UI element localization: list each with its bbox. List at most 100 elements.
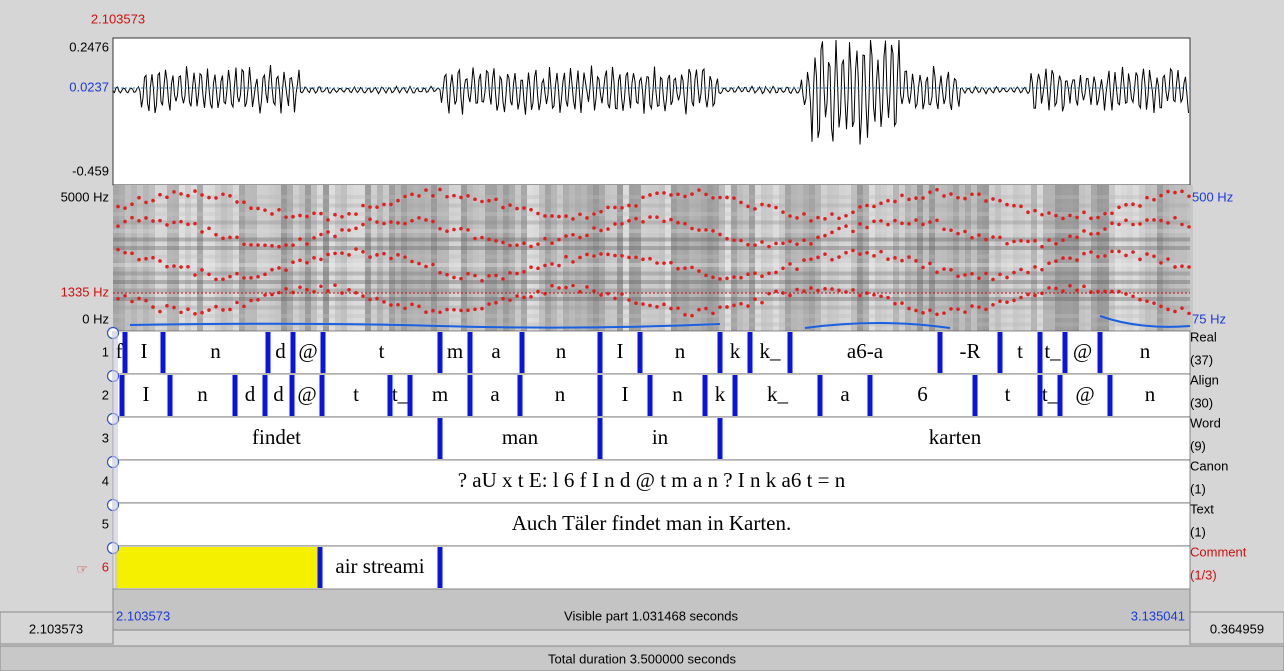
- interval-label[interactable]: n: [197, 382, 208, 406]
- spectro-band: [227, 185, 233, 331]
- tier-row[interactable]: [112, 459, 1191, 504]
- interval-label[interactable]: I: [143, 382, 150, 406]
- interval-label[interactable]: a6-a: [847, 339, 884, 363]
- interval-label[interactable]: @: [297, 382, 316, 406]
- interval-label[interactable]: air streami: [335, 554, 424, 578]
- interval-label[interactable]: t_: [392, 382, 409, 406]
- spectro-band: [881, 185, 887, 331]
- spectro-band: [995, 185, 1001, 331]
- spectro-band: [1115, 185, 1121, 331]
- interval-label[interactable]: in: [652, 425, 669, 449]
- interval-label[interactable]: k: [715, 382, 726, 406]
- spectro-band: [449, 185, 455, 331]
- interval-label[interactable]: n: [1140, 339, 1151, 363]
- formant-dot: [1110, 221, 1114, 226]
- formant-dot: [886, 295, 890, 300]
- formant-dot: [970, 304, 974, 308]
- interval-label[interactable]: I: [617, 339, 624, 363]
- spectro-band: [497, 185, 503, 331]
- formant-dot: [816, 288, 820, 293]
- formant-dot: [242, 242, 246, 247]
- formant-dot: [123, 250, 127, 255]
- spectro-band: [161, 185, 167, 331]
- formant-dot: [1096, 231, 1100, 236]
- interval-label[interactable]: k_: [767, 382, 789, 406]
- formant-dot: [1082, 251, 1086, 256]
- spectro-band: [557, 185, 563, 331]
- interval-label[interactable]: a: [490, 382, 500, 406]
- interval-label[interactable]: 6: [917, 382, 928, 406]
- formant-dot: [585, 216, 589, 220]
- interval-label[interactable]: I: [141, 339, 148, 363]
- formant-dot: [410, 192, 414, 197]
- formant-dot: [550, 283, 554, 288]
- total-bar[interactable]: [0, 645, 1284, 671]
- left-box[interactable]: [0, 611, 114, 645]
- interval-label[interactable]: man: [502, 425, 539, 449]
- formant-dot: [774, 205, 778, 210]
- visible-bar[interactable]: [112, 588, 1191, 631]
- interval-label[interactable]: f: [116, 339, 123, 363]
- boundary: [119, 375, 125, 416]
- interval-label[interactable]: m: [432, 382, 448, 406]
- interval-label[interactable]: -R: [960, 339, 981, 363]
- spectro-band: [983, 185, 989, 331]
- spectro-band: [1163, 185, 1169, 331]
- formant-dot: [1117, 205, 1121, 210]
- interval-label[interactable]: k_: [760, 339, 782, 363]
- interval-label[interactable]: karten: [929, 425, 982, 449]
- formant-dot: [1033, 293, 1037, 298]
- formant-dot: [774, 289, 778, 294]
- interval-label[interactable]: findet: [252, 425, 301, 449]
- interval-label[interactable]: n: [675, 339, 686, 363]
- spectro-band: [911, 185, 917, 331]
- spectro-band: [887, 185, 893, 331]
- interval-label[interactable]: t_: [1042, 382, 1059, 406]
- formant-dot: [263, 243, 267, 248]
- formant-dot: [235, 200, 239, 204]
- interval-label[interactable]: n: [210, 339, 221, 363]
- formant-dot: [984, 271, 988, 276]
- interval-label[interactable]: @: [1075, 382, 1094, 406]
- interval-label[interactable]: ? aU x t E: l 6 f I n d @ t m a n ? I n …: [458, 468, 846, 492]
- right-box[interactable]: [1189, 611, 1284, 645]
- formant-dot: [648, 303, 652, 308]
- interval-label[interactable]: d: [275, 339, 286, 363]
- interval-label[interactable]: n: [1145, 382, 1156, 406]
- interval-label[interactable]: n: [672, 382, 683, 406]
- formant-dot: [193, 189, 197, 193]
- interval-label[interactable]: t: [379, 339, 385, 363]
- interval-label[interactable]: a: [491, 339, 501, 363]
- interval-label[interactable]: a: [840, 382, 850, 406]
- spectro-band: [1145, 185, 1151, 331]
- interval-label[interactable]: Auch Täler findet man in Karten.: [512, 511, 792, 535]
- formant-dot: [1075, 235, 1079, 240]
- boundary: [867, 375, 873, 416]
- formant-dot: [305, 214, 309, 219]
- formant-dot: [802, 238, 806, 243]
- interval-label[interactable]: t: [1017, 339, 1023, 363]
- interval-label[interactable]: k: [730, 339, 741, 363]
- spectro-band: [797, 185, 803, 331]
- interval-label[interactable]: I: [622, 382, 629, 406]
- interval-label[interactable]: d: [245, 382, 256, 406]
- interval-label[interactable]: t: [353, 382, 359, 406]
- interval-label[interactable]: @: [298, 339, 317, 363]
- formant-dot: [704, 306, 708, 311]
- formant-dot: [1187, 194, 1191, 199]
- interval-label[interactable]: @: [1073, 339, 1092, 363]
- interval-label[interactable]: t: [1005, 382, 1011, 406]
- interval-label[interactable]: d: [273, 382, 284, 406]
- formant-dot: [291, 243, 295, 247]
- spectro-band: [551, 185, 557, 331]
- tier-row[interactable]: [112, 416, 1191, 461]
- interval-label[interactable]: n: [555, 382, 566, 406]
- formant-dot: [669, 306, 673, 311]
- interval-label[interactable]: t_: [1044, 339, 1061, 363]
- boundary: [122, 332, 128, 373]
- interval-label[interactable]: m: [447, 339, 463, 363]
- formant-dot: [942, 194, 946, 198]
- interval-label[interactable]: n: [556, 339, 567, 363]
- tier-row[interactable]: [112, 502, 1191, 547]
- spectro-band: [671, 185, 677, 331]
